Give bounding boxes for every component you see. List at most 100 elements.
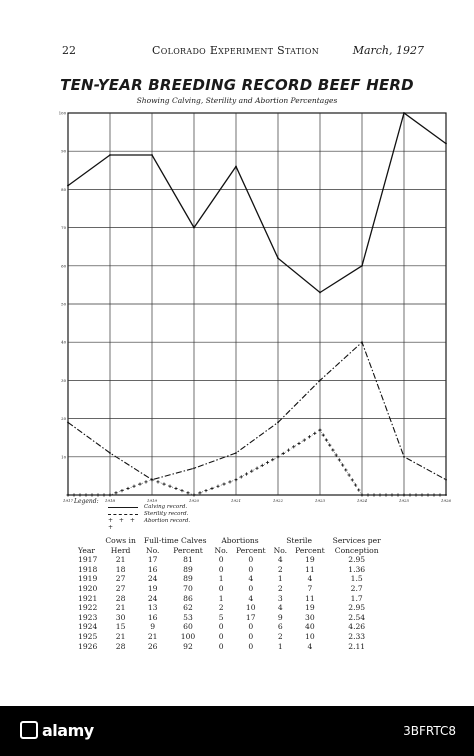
- table-cell-year: 1923: [78, 612, 98, 622]
- table-cell: 4: [277, 603, 283, 613]
- x-tick-label: 1918: [105, 498, 116, 503]
- table-cell-year: 1922: [78, 603, 98, 613]
- abortion-cross-marker: [328, 443, 332, 447]
- table-cell: 19: [305, 603, 315, 613]
- table-group-header-row: Cows in Full-time Calves Abortions Steri…: [78, 536, 385, 546]
- table-cell: 19: [147, 583, 158, 593]
- table-cell: 2.33: [348, 631, 366, 641]
- abortion-cross-marker: [271, 458, 275, 462]
- abortion-cross-marker: [307, 435, 312, 439]
- table-cell: 15: [115, 622, 126, 632]
- table-cell: 5: [218, 612, 224, 622]
- abortion-cross-marker: [265, 460, 270, 465]
- table-cell-year: 1920: [78, 583, 98, 593]
- abortion-cross-marker: [396, 493, 400, 497]
- x-tick-label: 1923: [315, 498, 326, 503]
- table-cell: 89: [183, 564, 193, 574]
- abortion-cross-marker: [302, 438, 306, 442]
- abortion-cross-marker: [126, 486, 130, 491]
- station-name: Colorado Experiment Station: [152, 44, 320, 57]
- table-cell: 13: [147, 603, 158, 613]
- publication-date: March, 1927: [352, 44, 424, 57]
- watermark-image-id: 3BFRTC8: [403, 724, 456, 738]
- table-cell: 27: [115, 574, 126, 584]
- abortion-cross-marker: [244, 472, 249, 476]
- table-cell: 2: [277, 583, 283, 593]
- data-point-abortion: [109, 494, 111, 496]
- abortion-cross-marker: [286, 448, 291, 452]
- table-cell: 19: [305, 555, 315, 565]
- abortion-cross-marker: [260, 463, 264, 467]
- table-cell: 1: [277, 574, 283, 584]
- table-cell: 1.36: [348, 564, 366, 574]
- table-row: 1919 27 24 89 1 4 1 4 1.5: [78, 574, 385, 584]
- y-tick-label: 70: [61, 225, 66, 230]
- table-cell: 1.5: [350, 574, 363, 584]
- abortion-cross-marker: [372, 493, 376, 497]
- table-header-cell: Percent: [235, 545, 266, 555]
- table-cell: 0: [248, 641, 254, 651]
- table-row: 1925 21 21 100 0 0 2 10 2.33: [78, 632, 385, 642]
- table-cell: 10: [305, 631, 315, 641]
- abortion-cross-marker: [228, 480, 232, 484]
- legend-swatch-cross: + + + +: [108, 517, 137, 531]
- table-cell: 1: [277, 641, 283, 651]
- abortion-cross-marker: [210, 486, 214, 491]
- table-cell-year: 1925: [78, 631, 98, 641]
- table-cell: 2.95: [348, 603, 366, 613]
- abortion-cross-marker: [426, 493, 430, 497]
- table-cell: 10: [245, 603, 256, 613]
- abortion-cross-marker: [255, 466, 259, 470]
- table-cell-year: 1924: [78, 622, 98, 632]
- table-header-cell: Herd: [110, 545, 131, 555]
- document-page: 22 Colorado Experiment Station March, 19…: [58, 44, 452, 651]
- table-cell: 24: [147, 574, 158, 584]
- abortion-cross-marker: [114, 491, 118, 495]
- data-point-sterility: [277, 421, 279, 424]
- table-cell: 92: [183, 641, 193, 651]
- x-tick-label: 1921: [231, 498, 241, 503]
- table-cell: 40: [305, 622, 315, 632]
- table-cell: 21: [115, 603, 126, 613]
- abortion-cross-marker: [78, 493, 82, 497]
- table-cell: 17: [245, 612, 256, 622]
- table-cell: 0: [248, 631, 254, 641]
- y-tick-label: 50: [61, 302, 66, 307]
- abortion-cross-marker: [420, 493, 424, 497]
- table-header-cell: Abortions: [221, 536, 259, 545]
- data-point-sterility: [235, 452, 237, 454]
- legend-label: Abortion record.: [144, 518, 191, 524]
- abortion-cross-marker: [174, 486, 178, 491]
- table-row: 1920 27 19 70 0 0 2 7 2.7: [78, 584, 385, 594]
- data-point-calving: [151, 154, 153, 156]
- data-point-sterility: [193, 467, 195, 470]
- abortion-cross-marker: [347, 473, 351, 477]
- abortion-cross-marker: [331, 448, 335, 452]
- abortion-cross-marker: [313, 431, 317, 436]
- data-point-sterility: [445, 478, 447, 481]
- abortion-cross-marker: [341, 463, 345, 467]
- table-cell: 4: [248, 574, 254, 584]
- table-cell: 0: [218, 622, 224, 632]
- alamy-logo-icon: [20, 721, 38, 739]
- table-cell: 0: [248, 564, 254, 574]
- table-header-cell: No.: [273, 545, 288, 555]
- abortion-cross-marker: [353, 483, 358, 487]
- table-cell: 81: [183, 555, 193, 565]
- table-sub-header-row: Year Herd No. Percent No. Percent No. Pe…: [78, 546, 385, 556]
- data-point-abortion: [361, 494, 363, 496]
- data-point-calving: [235, 165, 237, 168]
- abortion-cross-marker: [216, 484, 220, 488]
- table-cell-year: 1918: [78, 564, 98, 574]
- abortion-cross-marker: [281, 451, 285, 456]
- abortion-cross-marker: [186, 491, 190, 495]
- table-cell: 21: [147, 631, 158, 641]
- data-point-calving: [403, 112, 405, 114]
- table-cell-year: 1919: [78, 574, 98, 584]
- table-header-cell: No.: [145, 545, 160, 555]
- table-cell: 4: [307, 641, 313, 651]
- table-cell: 0: [248, 583, 254, 593]
- x-tick-label: 1924: [357, 498, 368, 503]
- watermark-brand: alamy: [42, 721, 94, 740]
- data-point-calving: [319, 291, 321, 294]
